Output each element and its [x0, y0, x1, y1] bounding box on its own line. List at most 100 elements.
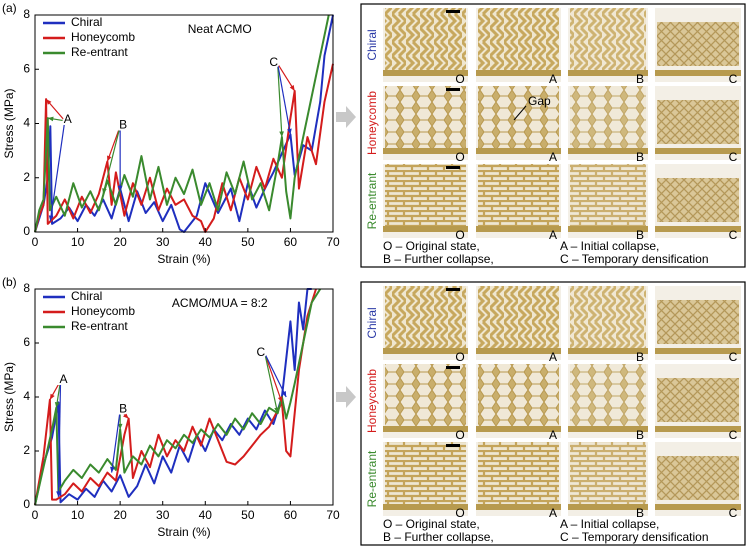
base-plate: [383, 148, 468, 154]
photo-label: A: [549, 228, 557, 242]
arrow-head: [274, 407, 279, 414]
photo-label: O: [455, 228, 464, 242]
arrow-head: [123, 413, 129, 419]
specimen-photo: [478, 8, 559, 70]
photo-label: O: [455, 506, 464, 520]
specimen-photo: [657, 300, 739, 344]
y-tick-label: 2: [23, 170, 30, 184]
annotation-arrow: [111, 410, 121, 473]
photo-legend-text: C – Temporary densification: [560, 252, 709, 266]
base-plate: [655, 504, 741, 510]
arrow-head: [287, 128, 292, 135]
arrow-head: [117, 423, 123, 430]
arrow-head: [110, 466, 115, 473]
specimen-photo: [385, 442, 466, 504]
base-plate: [568, 348, 648, 354]
arrow-head: [48, 215, 54, 222]
row-label: Honeycomb: [365, 91, 379, 155]
arrow-head: [54, 401, 60, 408]
photo-label: C: [729, 428, 738, 442]
base-plate: [655, 348, 741, 354]
y-axis-label: Stress (MPa): [2, 88, 16, 158]
x-tick-label: 0: [32, 235, 39, 249]
legend-label: Honeycomb: [71, 30, 135, 44]
photo-label: C: [729, 72, 738, 86]
specimen-photo: [385, 86, 466, 148]
base-plate: [383, 348, 468, 354]
specimen-photo: [478, 286, 559, 348]
base-plate: [568, 148, 648, 154]
specimen-photo: [657, 178, 739, 222]
photo-legend-text: A – Initial collapse,: [560, 517, 659, 531]
x-tick-label: 50: [241, 235, 255, 249]
base-plate: [655, 426, 741, 432]
y-tick-label: 6: [23, 335, 30, 349]
specimen-photo: [385, 364, 466, 426]
base-plate: [476, 148, 561, 154]
annotation-arrow: [102, 126, 121, 195]
annotation-arrow: [106, 126, 121, 162]
photo-note: Gap: [528, 94, 551, 108]
base-plate: [568, 226, 648, 232]
scale-bar: [446, 288, 460, 291]
photo-label: A: [549, 72, 557, 86]
photo-label: C: [729, 150, 738, 164]
photo-panel-frame: [360, 3, 746, 268]
arrow-head: [49, 393, 55, 400]
x-tick-label: 30: [156, 508, 170, 522]
photo-label: A: [549, 350, 557, 364]
photo-label: O: [455, 350, 464, 364]
scale-bar: [446, 10, 460, 13]
photo-label: A: [549, 506, 557, 520]
y-tick-label: 8: [23, 281, 30, 295]
specimen-photo: [478, 164, 559, 226]
base-plate: [476, 70, 561, 76]
base-plate: [655, 70, 741, 76]
specimen-photo: [657, 378, 739, 422]
base-plate: [476, 348, 561, 354]
panel-label: (b): [2, 275, 17, 289]
photo-legend-text: A – Initial collapse,: [560, 239, 659, 253]
base-plate: [383, 70, 468, 76]
photo-label: C: [729, 506, 738, 520]
x-tick-label: 10: [71, 235, 85, 249]
annotation-arrow: [264, 353, 279, 414]
specimen-photo: [570, 364, 646, 426]
arrow-head: [102, 188, 107, 195]
arrow-head: [56, 491, 61, 497]
specimen-photo: [570, 442, 646, 504]
x-tick-label: 40: [199, 508, 213, 522]
specimen-photo: [657, 22, 739, 66]
scale-bar: [446, 88, 460, 91]
specimen-photo: [385, 286, 466, 348]
photo-label: A: [549, 428, 557, 442]
base-plate: [476, 226, 561, 232]
series-line: [34, 288, 322, 506]
arrow-head: [46, 99, 52, 105]
specimen-photo: [385, 164, 466, 226]
gray-arrow: [336, 386, 356, 408]
x-axis-label: Strain (%): [157, 252, 210, 266]
photo-legend-text: C – Temporary densification: [560, 530, 709, 544]
photo-label: O: [455, 72, 464, 86]
legend-label: Chiral: [71, 15, 102, 29]
y-tick-label: 6: [23, 61, 30, 75]
y-tick-label: 0: [23, 497, 30, 511]
row-label: Honeycomb: [365, 369, 379, 433]
annotation-arrow: [49, 120, 66, 222]
specimen-photo: [570, 8, 646, 70]
photo-panel-frame: [360, 281, 746, 546]
photo-label: O: [455, 428, 464, 442]
base-plate: [383, 226, 468, 232]
annotation-arrow: [277, 63, 283, 138]
annotation-label: A: [64, 112, 72, 126]
row-label: Re-entrant: [365, 450, 379, 507]
x-axis-label: Strain (%): [157, 525, 210, 539]
specimen-photo: [478, 86, 559, 148]
annotation-arrow: [264, 353, 287, 398]
row-label: Re-entrant: [365, 172, 379, 229]
legend-label: Chiral: [71, 289, 102, 303]
arrow-head: [279, 131, 284, 138]
photo-legend-text: B – Further collapse,: [383, 530, 494, 544]
annotation-label: C: [269, 55, 278, 69]
